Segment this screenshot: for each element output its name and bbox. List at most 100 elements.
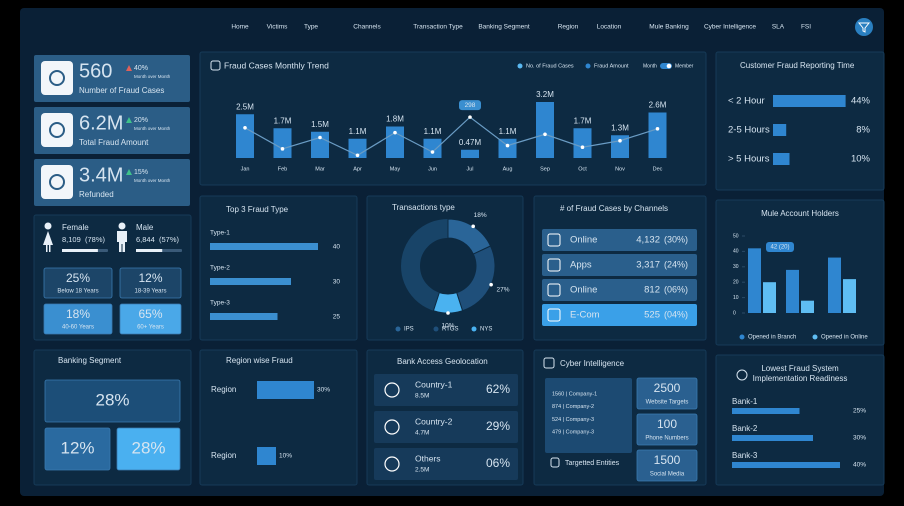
kpi-icon-glyph (49, 70, 65, 86)
row-label: < 2 Hour (728, 96, 765, 107)
panel (199, 349, 358, 486)
age-value: 18% (66, 307, 90, 321)
channel-share: (24%) (664, 259, 688, 269)
x-tick-label: Jul (466, 166, 473, 172)
panel-title: Customer Fraud Reporting Time (740, 61, 855, 70)
nav-item[interactable]: Mule Banking (649, 24, 689, 31)
age-label: 18-39 Years (134, 289, 166, 295)
nav-item[interactable]: SLA (772, 24, 785, 31)
annotation: 42 (20) (770, 245, 789, 251)
age-label: 40-60 Years (62, 325, 94, 331)
nav-item[interactable]: Transaction Type (413, 24, 463, 31)
channel-icon (547, 233, 561, 247)
x-tick-label: Oct (578, 166, 587, 172)
nav-item[interactable]: Cyber Intelligence (704, 24, 756, 31)
bar-label: 1.1M (499, 127, 517, 136)
bar-label: 1.8M (386, 115, 404, 124)
line-point (430, 150, 435, 154)
person-head (44, 222, 52, 230)
nav-item[interactable]: Victims (267, 24, 289, 31)
bar (236, 114, 254, 158)
line-point (505, 143, 510, 148)
gender-value: 8,109 (62, 235, 81, 244)
line-point (393, 130, 397, 135)
bar-label: 2.6M (649, 101, 667, 110)
panel (715, 199, 885, 346)
nav-item[interactable]: Home (231, 24, 249, 31)
geo-share: 62% (486, 382, 510, 396)
globe-icon (384, 419, 400, 435)
age-box (119, 303, 182, 335)
person-body (43, 231, 53, 252)
nav-item[interactable]: Channels (353, 24, 381, 31)
bar-label: 2.5M (236, 102, 254, 111)
legend-label: IPS (404, 327, 414, 333)
annotation: 298 (465, 102, 476, 109)
bar-label: 1.1M (349, 127, 367, 136)
segment-box (44, 427, 111, 471)
row-label: Type-3 (210, 300, 230, 307)
row-label: Bank-2 (732, 424, 758, 433)
nav-item[interactable]: Location (597, 24, 622, 31)
toggle-label: Member (675, 63, 694, 69)
bar (536, 102, 554, 158)
bar-label: 0.47M (459, 138, 482, 147)
row-label: Type-1 (210, 230, 230, 237)
kpi-label: Number of Fraud Cases (79, 86, 164, 95)
stat-box (636, 449, 698, 482)
company-item: 479 | Company-3 (552, 430, 594, 436)
row-label: Bank-1 (732, 397, 758, 406)
legend-dot (471, 326, 477, 332)
bar (573, 128, 592, 158)
nav-item[interactable]: Region (558, 24, 579, 31)
legend-label: RTGS (442, 327, 459, 333)
row-label: 2-5 Hours (728, 125, 770, 136)
channel-name: Online (570, 235, 597, 246)
y-tick-label: 40 (733, 249, 739, 255)
kpi-note: Month over Month (134, 126, 171, 131)
nav-item[interactable]: Banking Segment (478, 24, 530, 31)
bar-value: 40 (333, 244, 341, 251)
title-box: Lowest Fraud System Implementation Readi… (752, 364, 848, 383)
company-item: 1560 | Company-1 (552, 391, 597, 397)
geo-name: Others (415, 453, 441, 463)
slice-dot (489, 282, 493, 287)
globe-icon (384, 382, 400, 398)
bar (801, 300, 814, 313)
nav-item[interactable]: Type (304, 24, 318, 31)
person-head (118, 222, 126, 230)
kpi-note: Month over Month (134, 74, 171, 79)
panel-title: Bank Access Geolocation (397, 357, 488, 366)
stat-label: Website Targets (646, 400, 689, 406)
bar (773, 95, 846, 107)
slice-dot (471, 224, 475, 229)
gender-value: 6,844 (136, 235, 155, 244)
panel-title: # of Fraud Cases by Channels (560, 204, 668, 213)
bar (311, 131, 329, 158)
channel-row (542, 304, 697, 326)
age-box (119, 267, 182, 299)
age-value: 25% (66, 271, 90, 285)
kpi-note: Month over Month (134, 178, 171, 183)
age-label: Below 18 Years (57, 289, 98, 295)
channel-row (542, 254, 697, 276)
share-bar (136, 249, 163, 252)
panel-title: Fraud Cases Monthly Trend (224, 60, 329, 70)
slice-label: 18% (474, 212, 487, 219)
y-tick-label: 50 (733, 233, 739, 239)
nav-item[interactable]: FSI (801, 24, 811, 31)
age-value: 65% (138, 307, 162, 321)
slice-label: 10% (441, 323, 454, 330)
title-icon (543, 357, 555, 369)
panel-title: Lowest Fraud System Implementation Readi… (752, 364, 848, 383)
stat-label: Phone Numbers (645, 436, 688, 442)
line-point (355, 153, 360, 158)
line-point (580, 145, 585, 150)
panel-title: Mule Account Holders (761, 209, 839, 218)
bar (257, 447, 276, 465)
segment-box (116, 427, 181, 471)
filter-button[interactable] (855, 18, 873, 36)
age-box (43, 267, 113, 299)
kpi-icon-glyph (49, 174, 65, 190)
